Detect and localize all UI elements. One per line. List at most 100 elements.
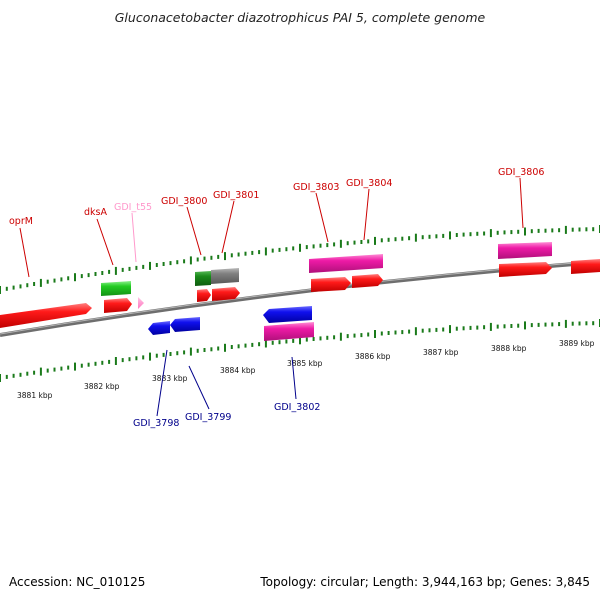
gene-GDI-3804[interactable] — [352, 274, 383, 288]
outer-track-tick — [421, 235, 424, 240]
scale-labels: 3881 kbp 3882 kbp 3883 kbp 3884 kbp 3885… — [17, 339, 595, 400]
inner-track-tick — [155, 353, 158, 358]
outer-track-tick — [503, 230, 506, 235]
outer-track-tick — [258, 250, 261, 255]
outer-track-tick — [299, 243, 301, 252]
inner-track-tick — [489, 322, 492, 331]
label-GDI-3804[interactable]: GDI_3804 — [346, 178, 392, 189]
inner-track-tick — [476, 325, 479, 330]
outer-track-tick — [544, 228, 547, 233]
gene-GDI-3800-region-grey[interactable] — [211, 268, 239, 284]
gene-labels: oprM dksA GDI_t55 GDI_3800 GDI_3801 GDI_… — [9, 167, 544, 429]
gene-oprM[interactable] — [0, 303, 92, 328]
gene-GDI-3801[interactable] — [212, 287, 240, 301]
leader-GDI-3798 — [156, 349, 168, 417]
inner-track-tick — [558, 322, 561, 327]
inner-track-tick — [592, 321, 595, 326]
outer-track-tick — [435, 234, 438, 239]
label-GDI-3802[interactable]: GDI_3802 — [274, 402, 320, 413]
outer-track-tick — [224, 252, 226, 261]
inner-track-tick — [217, 346, 220, 351]
gene-GDI-3806[interactable] — [499, 262, 552, 277]
inner-track-tick — [87, 362, 90, 367]
inner-track-tick — [251, 342, 254, 347]
gene-dksA-region-green[interactable] — [101, 281, 131, 296]
outer-track-tick — [94, 272, 97, 276]
gene-dksA[interactable] — [104, 298, 132, 313]
outer-track-tick — [333, 242, 336, 247]
outer-track-tick — [367, 239, 370, 244]
inner-track-tick — [292, 338, 295, 343]
gene-GDI-3799[interactable] — [170, 317, 200, 332]
inner-track-tick — [367, 332, 370, 337]
map-title: Gluconacetobacter diazotrophicus PAI 5, … — [114, 10, 486, 25]
gene-GDI-3802[interactable] — [263, 306, 312, 323]
leader-GDI-3802 — [291, 356, 297, 400]
outer-track-tick — [292, 246, 295, 251]
inner-track-tick — [210, 347, 213, 352]
outer-track-tick — [578, 227, 581, 232]
label-GDI-3798[interactable]: GDI_3798 — [133, 418, 179, 429]
inner-track-tick — [394, 330, 397, 335]
inner-track-tick — [374, 330, 376, 338]
outer-track-tick — [476, 231, 479, 236]
outer-track-tick — [428, 234, 431, 239]
leader-GDI-3801 — [221, 200, 235, 254]
outer-track-tick — [312, 244, 315, 249]
outer-track-tick — [469, 232, 472, 237]
outer-track-tick — [462, 232, 465, 237]
gene-GDI-3800[interactable] — [197, 289, 211, 302]
inner-track-tick — [455, 326, 458, 331]
gene-GDI-3800-region-darkgreen[interactable] — [195, 271, 211, 286]
outer-track-tick — [353, 240, 356, 245]
outer-track-tick — [510, 230, 513, 235]
outer-track-tick — [319, 243, 322, 248]
genome-summary-text: Topology: circular; Length: 3,944,163 bp… — [260, 575, 590, 589]
gene-GDI-3803-region-magenta[interactable] — [309, 254, 383, 273]
outer-track-tick — [149, 261, 151, 270]
label-dksA[interactable]: dksA — [84, 207, 107, 218]
inner-track-tick — [169, 352, 172, 356]
inner-track-tick — [5, 374, 8, 379]
inner-track-tick — [60, 366, 63, 371]
label-GDI-3800[interactable]: GDI_3800 — [161, 196, 207, 207]
outer-track-tick — [360, 240, 363, 244]
inner-track-tick — [39, 367, 42, 376]
outer-track-tick — [394, 237, 397, 242]
label-GDI-3803[interactable]: GDI_3803 — [293, 182, 339, 193]
inner-track-tick — [408, 329, 411, 334]
outer-track-tick — [305, 245, 308, 250]
label-GDI-3799[interactable]: GDI_3799 — [185, 412, 231, 423]
label-GDI-3801[interactable]: GDI_3801 — [213, 190, 259, 201]
inner-track-tick — [12, 373, 15, 378]
outer-track-tick — [442, 233, 445, 238]
inner-track-tick — [244, 343, 247, 348]
inner-track-tick — [183, 350, 186, 355]
outer-track-tick — [189, 256, 192, 265]
inner-track-tick — [67, 365, 70, 370]
outer-track-tick — [571, 227, 574, 232]
scale-label-3889: 3889 kbp — [559, 339, 595, 348]
gene-GDI-t55[interactable] — [138, 297, 144, 309]
inner-track-tick — [237, 344, 240, 349]
gene-GDI-3803[interactable] — [311, 277, 351, 292]
gene-next-partial[interactable] — [571, 259, 600, 274]
inner-track-tick — [449, 325, 451, 334]
leader-GDI-3800 — [186, 206, 202, 256]
label-GDI-t55[interactable]: GDI_t55 — [114, 202, 152, 213]
label-oprM[interactable]: oprM — [9, 216, 33, 227]
outer-track-tick — [414, 233, 417, 242]
outer-track-tick — [326, 243, 329, 248]
leader-GDI-3799 — [188, 365, 210, 410]
gene-GDI-3798[interactable] — [148, 321, 170, 335]
gene-GDI-3802-region-magenta[interactable] — [264, 322, 314, 341]
outer-track-tick — [244, 251, 247, 256]
gene-GDI-3806-region-magenta[interactable] — [498, 242, 552, 259]
label-GDI-3806[interactable]: GDI_3806 — [498, 167, 544, 178]
scale-label-3886: 3886 kbp — [355, 352, 391, 361]
outer-track-tick — [530, 229, 533, 234]
outer-track-tick — [210, 255, 213, 260]
outer-track-tick — [558, 228, 561, 233]
outer-track-tick — [108, 269, 111, 274]
